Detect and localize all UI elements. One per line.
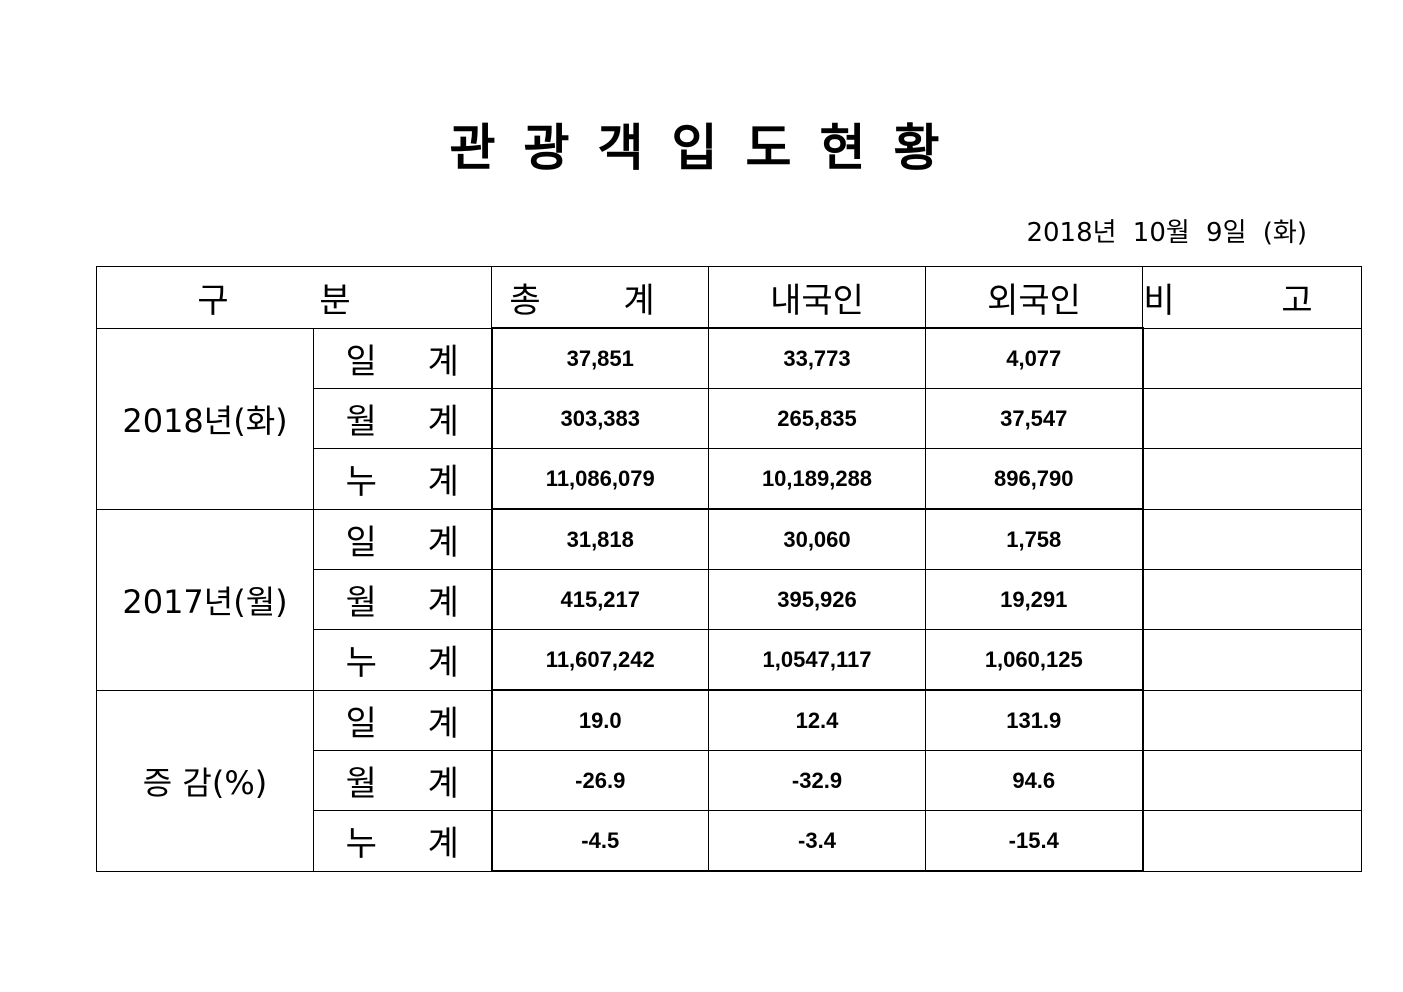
cell-note bbox=[1142, 689, 1362, 751]
table-row: 누 계 -4.5 -3.4 -15.4 bbox=[97, 810, 1362, 872]
tourist-arrivals-table: 구 분 총 계 내국인 외국인 비 고 2018년(화) 일 계 37,851 … bbox=[96, 266, 1362, 872]
cell-domestic: 395,926 bbox=[708, 569, 926, 630]
cell-note bbox=[1142, 629, 1362, 691]
cell-note bbox=[1142, 388, 1362, 449]
cell-domestic: 265,835 bbox=[708, 388, 926, 449]
cell-total: 31,818 bbox=[490, 508, 709, 570]
cell-foreign: -15.4 bbox=[925, 810, 1144, 872]
cell-total: 11,086,079 bbox=[490, 448, 709, 510]
table-row: 누 계 11,607,242 1,0547,117 1,060,125 bbox=[97, 629, 1362, 691]
row-sub-label: 일 계 bbox=[313, 327, 492, 389]
cell-note bbox=[1142, 508, 1362, 570]
report-date: 2018년 10월 9일 (화) bbox=[1026, 218, 1307, 248]
row-sub-label: 누 계 bbox=[313, 810, 492, 872]
cell-foreign: 37,547 bbox=[925, 388, 1144, 449]
cell-foreign: 94.6 bbox=[925, 750, 1144, 811]
cell-total: -4.5 bbox=[490, 810, 709, 872]
table-row: 월 계 303,383 265,835 37,547 bbox=[97, 388, 1362, 449]
header-row: 구 분 총 계 내국인 외국인 비 고 bbox=[96, 266, 1362, 329]
table-row: 2018년(화) 일 계 37,851 33,773 4,077 bbox=[96, 327, 1362, 510]
cell-note bbox=[1142, 569, 1362, 630]
cell-foreign: 896,790 bbox=[925, 448, 1144, 510]
cell-foreign: 1,758 bbox=[925, 508, 1144, 570]
table-row: 증 감(%) 일 계 19.0 12.4 131.9 bbox=[96, 689, 1362, 872]
table-row: 월 계 -26.9 -32.9 94.6 bbox=[97, 750, 1362, 811]
cell-domestic: 33,773 bbox=[708, 327, 926, 389]
cell-note bbox=[1142, 810, 1362, 872]
header-note: 비 고 bbox=[1142, 266, 1362, 329]
row-sub-label: 월 계 bbox=[313, 388, 492, 449]
cell-domestic: 12.4 bbox=[708, 689, 926, 751]
cell-total: 37,851 bbox=[490, 327, 709, 389]
table-row: 월 계 415,217 395,926 19,291 bbox=[97, 569, 1362, 630]
cell-domestic: -32.9 bbox=[708, 750, 926, 811]
group-label-2017: 2017년(월) bbox=[96, 508, 314, 691]
row-sub-label: 누 계 bbox=[313, 448, 492, 510]
cell-domestic: 1,0547,117 bbox=[708, 629, 926, 691]
row-sub-label: 누 계 bbox=[313, 629, 492, 691]
group-label-2018: 2018년(화) bbox=[96, 327, 314, 510]
cell-foreign: 1,060,125 bbox=[925, 629, 1144, 691]
cell-total: 415,217 bbox=[490, 569, 709, 630]
cell-total: 11,607,242 bbox=[490, 629, 709, 691]
cell-domestic: -3.4 bbox=[708, 810, 926, 872]
group-label-change: 증 감(%) bbox=[96, 689, 314, 872]
cell-note bbox=[1142, 750, 1362, 811]
row-sub-label: 월 계 bbox=[313, 750, 492, 811]
header-foreign: 외국인 bbox=[925, 266, 1143, 329]
row-sub-label: 일 계 bbox=[313, 508, 492, 570]
header-domestic: 내국인 bbox=[708, 266, 926, 329]
cell-total: 19.0 bbox=[490, 689, 709, 751]
table-row: 2017년(월) 일 계 31,818 30,060 1,758 bbox=[96, 508, 1362, 691]
page-title: 관광객입도현황 bbox=[449, 119, 968, 177]
cell-note bbox=[1142, 448, 1362, 510]
cell-note bbox=[1142, 327, 1362, 389]
cell-domestic: 30,060 bbox=[708, 508, 926, 570]
row-sub-label: 일 계 bbox=[313, 689, 492, 751]
cell-foreign: 131.9 bbox=[925, 689, 1144, 751]
header-category: 구 분 bbox=[96, 266, 492, 329]
header-total: 총 계 bbox=[491, 266, 709, 329]
cell-total: 303,383 bbox=[490, 388, 709, 449]
row-sub-label: 월 계 bbox=[313, 569, 492, 630]
table-row: 누 계 11,086,079 10,189,288 896,790 bbox=[97, 448, 1362, 510]
cell-foreign: 4,077 bbox=[925, 327, 1144, 389]
cell-domestic: 10,189,288 bbox=[708, 448, 926, 510]
cell-total: -26.9 bbox=[490, 750, 709, 811]
cell-foreign: 19,291 bbox=[925, 569, 1144, 630]
